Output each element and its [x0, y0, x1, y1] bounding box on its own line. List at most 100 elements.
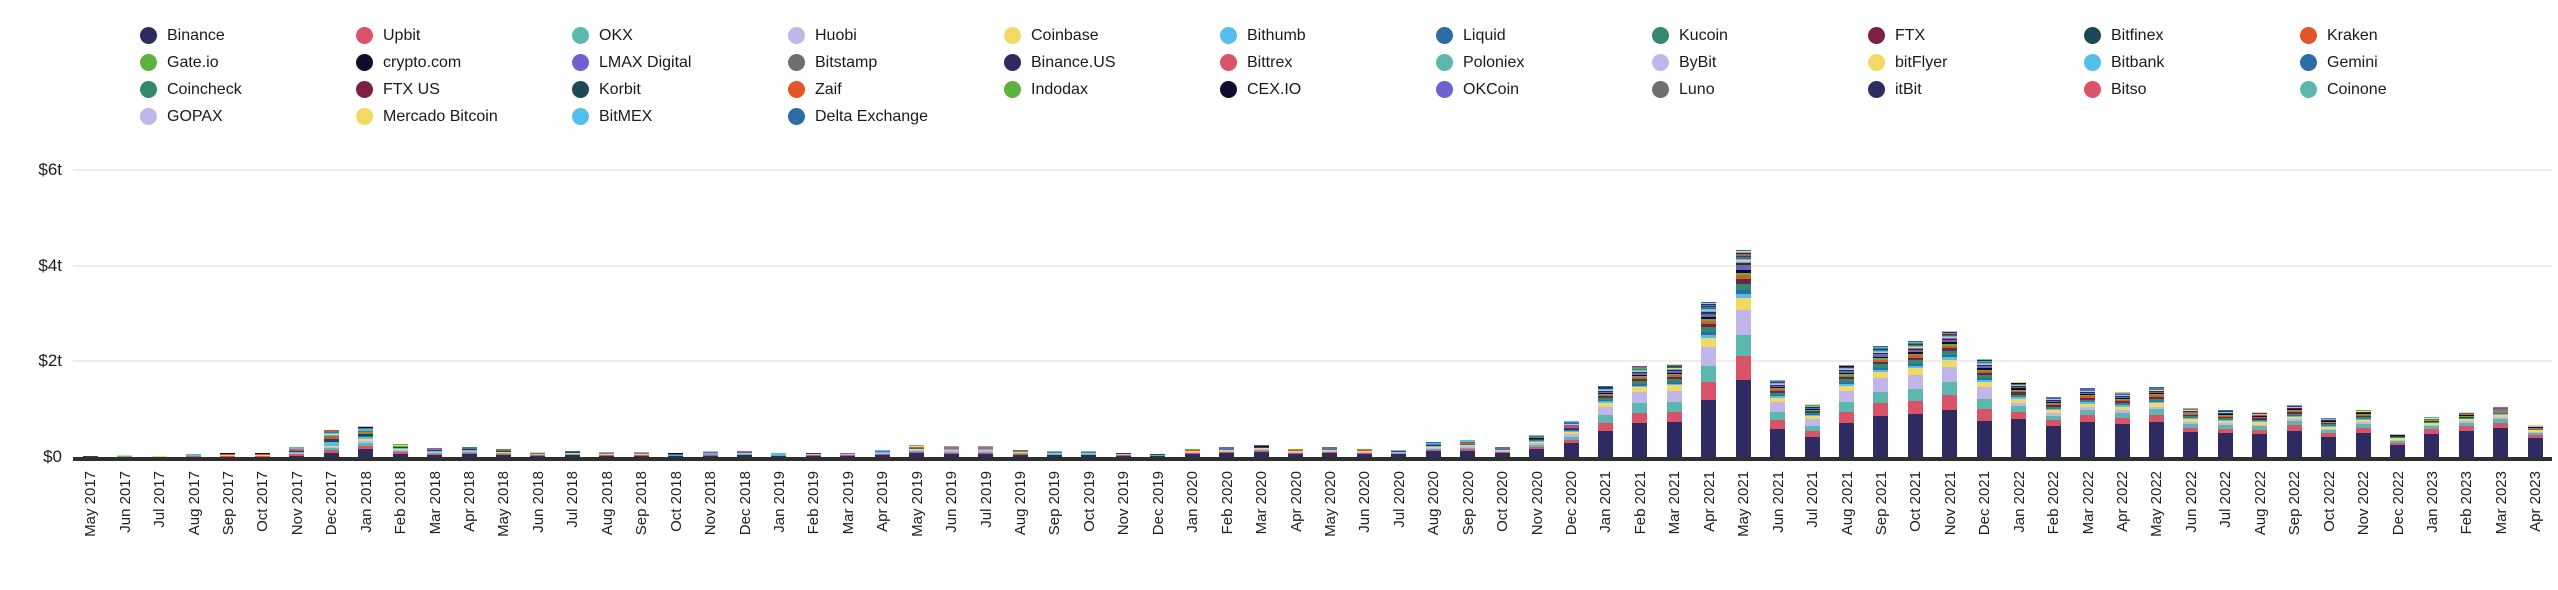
- bar-segment: [909, 449, 925, 450]
- bar-segment: [1735, 298, 1751, 310]
- legend-item[interactable]: Poloniex: [1436, 54, 1652, 72]
- legend-item[interactable]: Bittrex: [1220, 54, 1436, 72]
- legend-item[interactable]: Gate.io: [140, 54, 356, 72]
- legend-item[interactable]: LMAX Digital: [572, 54, 788, 72]
- bar-segment: [1563, 437, 1579, 441]
- bar-segment: [737, 452, 753, 454]
- legend-item[interactable]: Bithumb: [1220, 27, 1436, 45]
- x-tick-label: Nov 2020: [1528, 471, 1546, 536]
- x-tick-slot: Oct 2019: [1072, 467, 1106, 587]
- legend-item[interactable]: Coincheck: [140, 81, 356, 99]
- bar-slot: [934, 140, 968, 457]
- legend-item[interactable]: Upbit: [356, 27, 572, 45]
- stacked-bar: [2286, 405, 2302, 457]
- bar-segment: [2183, 416, 2199, 419]
- legend-item[interactable]: Kucoin: [1652, 27, 1868, 45]
- bar-segment: [2011, 388, 2027, 390]
- x-tick-label: Mar 2021: [1666, 471, 1684, 535]
- legend-item[interactable]: Binance: [140, 27, 356, 45]
- bar-segment: [1597, 415, 1613, 423]
- legend-label: Zaif: [815, 80, 842, 98]
- legend-label: FTX: [1895, 26, 1926, 44]
- legend-item[interactable]: Delta Exchange: [788, 108, 1004, 126]
- legend-swatch-icon: [1868, 81, 1885, 98]
- bar-segment: [1770, 395, 1786, 397]
- bar-segment: [1460, 444, 1476, 446]
- bar-segment: [1597, 394, 1613, 395]
- bar-slot: [176, 140, 210, 457]
- bar-segment: [2355, 419, 2371, 420]
- x-tick-label: Aug 2018: [598, 471, 616, 536]
- bar-segment: [461, 451, 477, 453]
- legend-item[interactable]: Korbit: [572, 81, 788, 99]
- legend-item[interactable]: Bitstamp: [788, 54, 1004, 72]
- legend-item[interactable]: OKCoin: [1436, 81, 1652, 99]
- legend-item[interactable]: Bitso: [2084, 81, 2300, 99]
- bar-segment: [2217, 418, 2233, 420]
- legend-item[interactable]: Liquid: [1436, 27, 1652, 45]
- legend-item[interactable]: itBit: [1868, 81, 2084, 99]
- legend-item[interactable]: BitMEX: [572, 108, 788, 126]
- bar-segment: [1873, 378, 1889, 392]
- bar-segment: [1666, 379, 1682, 383]
- bar-slot: [73, 140, 107, 457]
- bar-segment: [1839, 370, 1855, 372]
- legend-label: Upbit: [383, 26, 421, 44]
- bar-segment: [2458, 416, 2474, 418]
- bar-segment: [1839, 378, 1855, 380]
- bar-segment: [2286, 408, 2302, 410]
- bar-segment: [1701, 316, 1717, 319]
- bar-slot: [555, 140, 589, 457]
- legend-item[interactable]: OKX: [572, 27, 788, 45]
- bar-slot: [968, 140, 1002, 457]
- legend-item[interactable]: FTX US: [356, 81, 572, 99]
- legend-item[interactable]: Luno: [1652, 81, 1868, 99]
- stacked-bar: [2045, 396, 2061, 457]
- legend-item[interactable]: ByBit: [1652, 54, 1868, 72]
- legend-item[interactable]: CEX.IO: [1220, 81, 1436, 99]
- bar-segment: [2458, 415, 2474, 416]
- legend-item[interactable]: Bitbank: [2084, 54, 2300, 72]
- bar-segment: [978, 449, 994, 450]
- legend-item[interactable]: FTX: [1868, 27, 2084, 45]
- bar-segment: [1907, 350, 1923, 353]
- bar-segment: [1356, 451, 1372, 453]
- legend-item[interactable]: Gemini: [2300, 54, 2516, 72]
- bar-segment: [1666, 383, 1682, 386]
- stacked-bar: [392, 443, 408, 457]
- bar-segment: [2458, 421, 2474, 423]
- bar-segment: [2114, 395, 2130, 397]
- legend-item[interactable]: Indodax: [1004, 81, 1220, 99]
- bar-segment: [2183, 411, 2199, 412]
- bar-segment: [461, 453, 477, 455]
- stacked-bar: [1942, 330, 1958, 457]
- bar-segment: [1873, 351, 1889, 352]
- bar-segment: [2527, 435, 2543, 439]
- x-tick-label: Nov 2022: [2355, 471, 2373, 536]
- bar-segment: [1976, 387, 1992, 400]
- bar-segment: [1907, 345, 1923, 346]
- bar-segment: [2390, 440, 2406, 443]
- x-tick-label: Sep 2022: [2286, 471, 2304, 536]
- legend-item[interactable]: GOPAX: [140, 108, 356, 126]
- bar-segment: [1976, 371, 1992, 373]
- y-tick-label: $2t: [38, 351, 62, 371]
- bar-segment: [1907, 400, 1923, 415]
- legend-item[interactable]: Coinbase: [1004, 27, 1220, 45]
- legend-item[interactable]: crypto.com: [356, 54, 572, 72]
- legend-item[interactable]: Huobi: [788, 27, 1004, 45]
- legend-item[interactable]: Bitfinex: [2084, 27, 2300, 45]
- legend-item[interactable]: bitFlyer: [1868, 54, 2084, 72]
- bar-segment: [461, 450, 477, 451]
- bar-segment: [323, 445, 339, 447]
- legend-item[interactable]: Mercado Bitcoin: [356, 108, 572, 126]
- x-tick-label: Apr 2022: [2114, 471, 2132, 532]
- stacked-bar: [909, 445, 925, 457]
- legend-item[interactable]: Kraken: [2300, 27, 2516, 45]
- bar-slot: [1657, 140, 1691, 457]
- legend-item[interactable]: Binance.US: [1004, 54, 1220, 72]
- legend-item[interactable]: Zaif: [788, 81, 1004, 99]
- legend-item[interactable]: Coinone: [2300, 81, 2516, 99]
- bar-segment: [2183, 415, 2199, 417]
- bar-segment: [2458, 418, 2474, 420]
